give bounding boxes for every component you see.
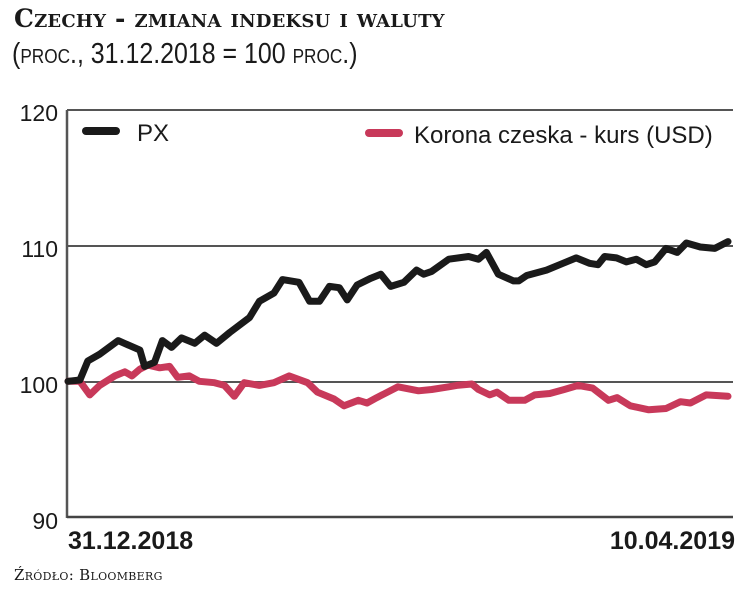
legend-korona-label: Korona czeska - kurs (USD)	[414, 122, 713, 149]
subtitle-close-paren: )	[349, 38, 358, 70]
y-tick-120: 120	[20, 100, 58, 126]
subtitle-unit: proc.	[20, 38, 77, 70]
chart-subtitle: (proc., 31.12.2018 = 100 proc.)	[12, 38, 358, 71]
korona-line	[64, 361, 732, 414]
legend-px-label: PX	[137, 120, 169, 147]
x-end-label: 10.04.2019	[610, 527, 735, 555]
y-tick-100: 100	[20, 372, 58, 398]
y-tick-90: 90	[32, 508, 58, 534]
px-line	[64, 238, 732, 385]
subtitle-unit: proc.	[292, 38, 350, 70]
source-note: Źródło: Bloomberg	[14, 566, 163, 584]
y-tick-110: 110	[21, 236, 58, 262]
x-start-label: 31.12.2018	[68, 527, 193, 555]
subtitle-baseline: , 31.12.2018 = 100	[76, 38, 293, 70]
subtitle-open-paren: (	[12, 38, 21, 70]
chart-title: Czechy - zmiana indeksu i waluty	[14, 4, 445, 33]
